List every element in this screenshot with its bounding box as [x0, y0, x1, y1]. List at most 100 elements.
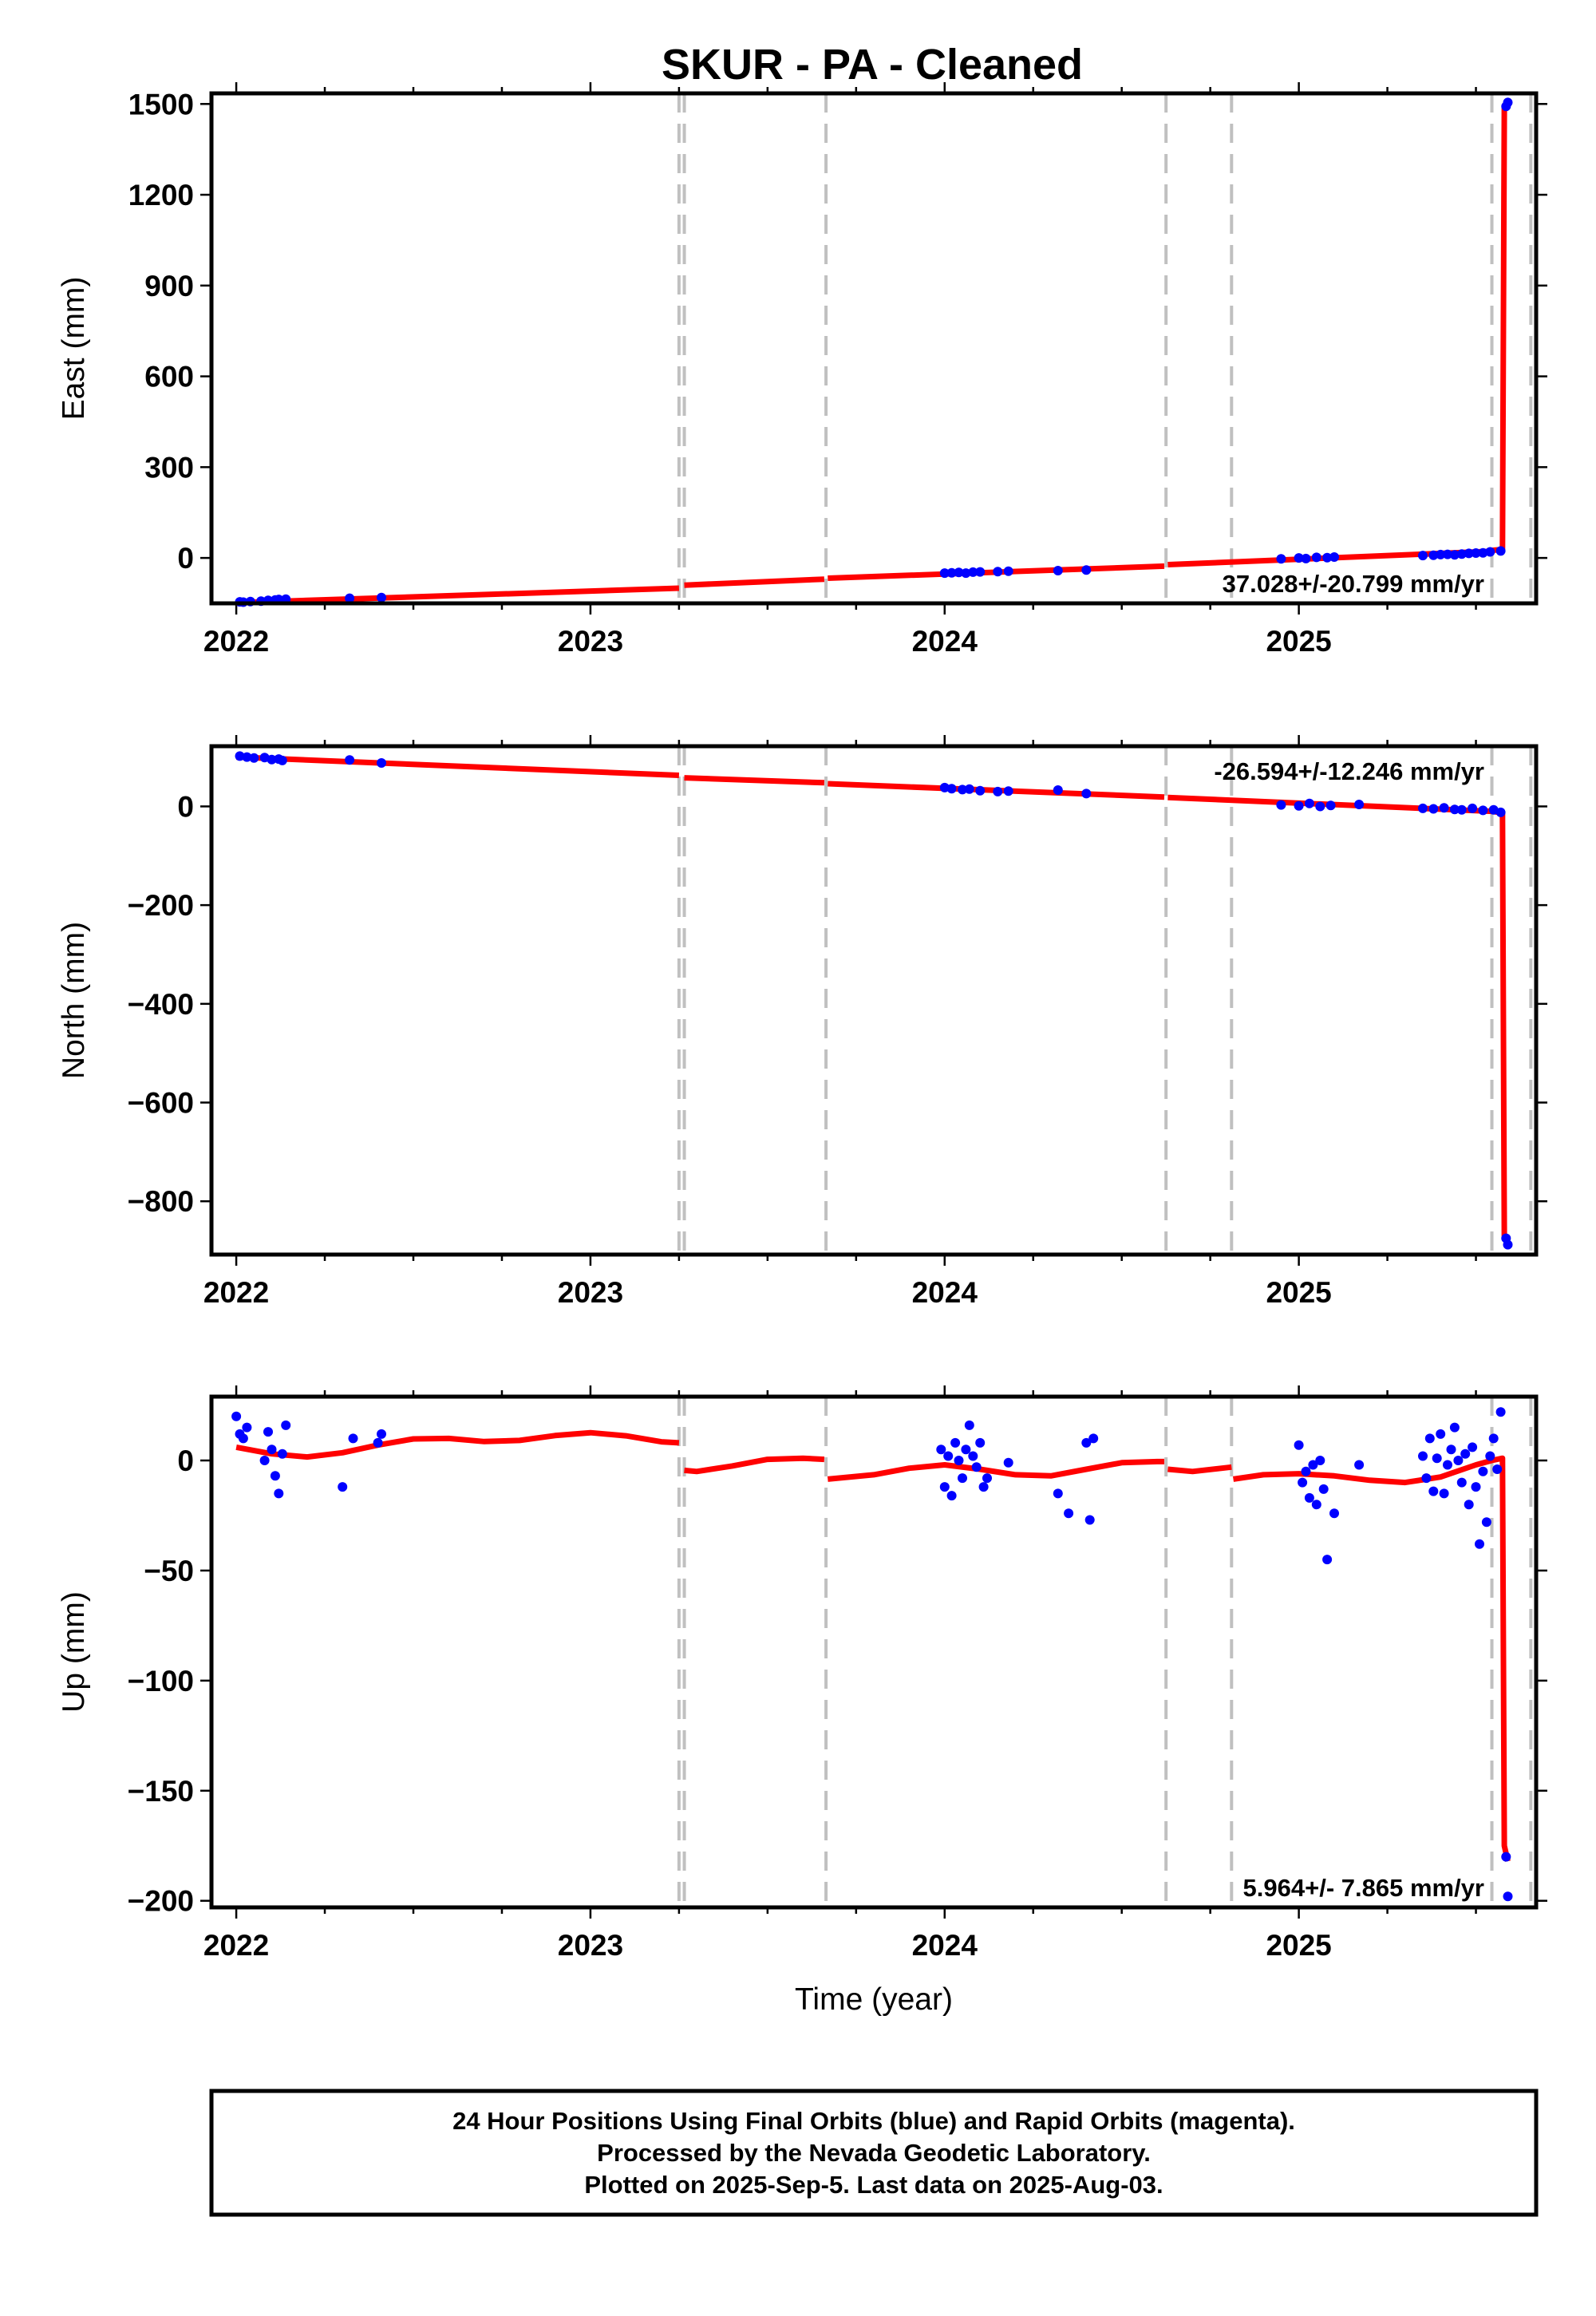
- up-data-point: [1475, 1539, 1484, 1549]
- up-data-point: [1449, 1422, 1460, 1433]
- east-xtick-label: 2024: [912, 625, 978, 658]
- east-ytick-label: 0: [177, 542, 194, 575]
- up-data-point: [1418, 1451, 1428, 1461]
- east-data-point: [1456, 549, 1467, 559]
- north-model-line-1: [684, 775, 825, 786]
- up-x-axis-label: Time (year): [795, 1982, 953, 2017]
- up-data-point: [238, 1433, 248, 1444]
- east-data-point: [1478, 547, 1488, 558]
- north-panel: 2022 2023 2024 2025 0 −200 −400 −600 −800 -26.594…: [57, 735, 1547, 1309]
- up-data-point: [1003, 1457, 1013, 1468]
- east-data-point: [975, 567, 986, 577]
- up-data-point: [1081, 1437, 1092, 1448]
- up-ytick-label: −100: [128, 1665, 194, 1697]
- footer-box: 24 Hour Positions Using Final Orbits (bl…: [209, 2089, 1539, 2217]
- up-data-point: [968, 1451, 978, 1461]
- east-data-point: [939, 568, 950, 579]
- up-data-point: [1304, 1492, 1314, 1503]
- north-data-point: [1003, 786, 1013, 796]
- up-data-point: [373, 1437, 383, 1448]
- up-data-point: [961, 1445, 971, 1455]
- east-data-point: [961, 568, 971, 579]
- east-model-line-1: [684, 576, 825, 588]
- north-xtick-label: 2023: [558, 1276, 623, 1309]
- east-data-point: [377, 592, 386, 603]
- east-data-point: [954, 567, 964, 578]
- north-data-point: [1439, 803, 1449, 813]
- up-xtick-label: 2023: [558, 1929, 623, 1962]
- east-data-point: [1436, 549, 1446, 559]
- north-data-point: [1428, 804, 1439, 814]
- up-data-point: [1308, 1460, 1318, 1470]
- up-data-point: [281, 1420, 291, 1430]
- up-data-point: [1322, 1555, 1333, 1565]
- north-data-point: [1468, 803, 1478, 813]
- up-data-point: [1456, 1477, 1467, 1488]
- up-data-point: [1503, 1891, 1513, 1902]
- east-data-point: [1503, 97, 1513, 108]
- north-data-point: [377, 758, 386, 768]
- north-data-point: [958, 785, 967, 795]
- up-xtick-label: 2025: [1266, 1929, 1331, 1962]
- up-data-point: [1354, 1460, 1365, 1470]
- up-ytick-label: −200: [128, 1885, 194, 1918]
- up-data-point: [1084, 1515, 1095, 1525]
- up-data-point: [1439, 1488, 1449, 1499]
- up-data-point: [975, 1437, 986, 1448]
- east-data-point: [1428, 550, 1439, 560]
- north-data-point: [1315, 801, 1325, 812]
- north-data-point: [939, 782, 950, 792]
- up-frame: [209, 1394, 1539, 1910]
- east-data-point: [1311, 552, 1321, 563]
- north-xtick-label: 2022: [203, 1276, 269, 1309]
- up-data-point: [950, 1437, 961, 1448]
- up-data-point: [1294, 1440, 1304, 1450]
- up-xtick-label: 2022: [203, 1929, 269, 1962]
- up-data-point: [978, 1482, 989, 1492]
- up-data-point: [939, 1482, 950, 1492]
- up-data-point: [377, 1429, 386, 1439]
- up-data-point: [1495, 1407, 1506, 1417]
- up-data-point: [1428, 1486, 1439, 1496]
- north-data-point: [1276, 800, 1286, 810]
- east-data-point: [1329, 552, 1339, 562]
- east-frame: [209, 91, 1539, 606]
- up-data-point: [954, 1456, 964, 1465]
- up-data-point: [277, 1448, 287, 1459]
- up-data-point: [1424, 1433, 1435, 1444]
- north-data-point: [345, 755, 355, 765]
- east-xtick-label: 2025: [1266, 625, 1331, 658]
- up-data-point: [1318, 1484, 1329, 1494]
- up-data-point: [943, 1451, 954, 1461]
- east-data-point: [1294, 553, 1304, 563]
- east-data-point: [345, 593, 355, 603]
- north-data-point: [1449, 804, 1460, 815]
- up-data-point: [338, 1482, 348, 1492]
- north-data-point: [235, 751, 245, 761]
- north-data-point: [1478, 805, 1488, 816]
- up-data-point: [1501, 1852, 1511, 1862]
- up-data-point: [1468, 1442, 1478, 1452]
- east-data-point: [1003, 566, 1013, 576]
- up-data-point: [270, 1471, 280, 1481]
- east-data-point: [1081, 565, 1092, 575]
- up-data-point: [1492, 1464, 1503, 1474]
- up-data-point: [1471, 1482, 1481, 1492]
- north-data-point: [1456, 804, 1467, 815]
- north-data-point: [1418, 803, 1428, 813]
- north-data-point: [267, 754, 277, 765]
- up-data-point: [274, 1488, 284, 1499]
- up-data-point: [1421, 1473, 1432, 1484]
- north-data-point: [249, 753, 259, 763]
- north-data-point: [1294, 800, 1304, 811]
- chart-title: SKUR - PA - Cleaned: [662, 41, 1083, 89]
- up-ytick-label: −150: [128, 1775, 194, 1808]
- north-xtick-label: 2025: [1266, 1276, 1331, 1309]
- up-data-point: [1460, 1448, 1471, 1459]
- east-data-point: [1464, 548, 1474, 559]
- east-data-point: [1301, 553, 1311, 563]
- north-ytick-label: −800: [128, 1185, 194, 1218]
- north-data-point: [1325, 800, 1336, 811]
